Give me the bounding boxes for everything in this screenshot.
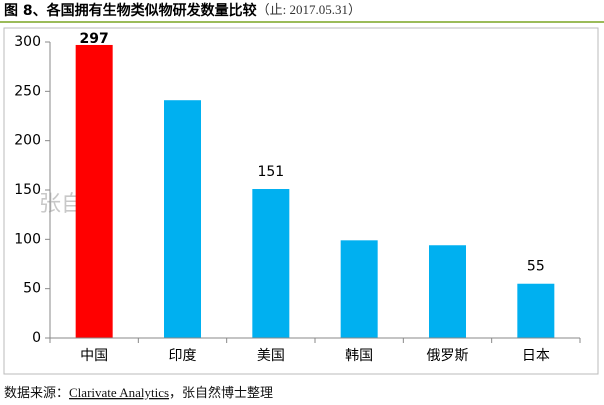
x-tick-label: 韩国 [345,348,373,364]
bar [252,189,290,338]
source-prefix: 数据来源： [4,385,69,400]
bar [75,44,113,339]
y-tick-label: 200 [14,133,41,149]
title-note: （止: 2017.05.31） [257,2,361,17]
x-tick-label: 俄罗斯 [427,348,469,364]
y-tick-label: 150 [14,182,41,198]
x-tick-label: 日本 [522,348,550,364]
y-tick-label: 250 [14,83,41,99]
source-suffix: ，张自然博士整理 [169,385,273,400]
x-tick-label: 美国 [257,348,285,364]
source-link: Clarivate Analytics [69,385,169,400]
y-tick-label: 100 [14,231,41,247]
data-label: 297 [80,31,109,47]
y-tick-label: 50 [23,281,41,297]
source-note: 数据来源：Clarivate Analytics，张自然博士整理 [4,385,273,400]
bar [517,283,555,338]
title-main: 图 8、各国拥有生物类似物研发数量比较 [4,2,257,19]
x-tick-label: 中国 [80,348,108,364]
y-tick-label: 300 [14,34,41,50]
bar [340,240,378,338]
chart-frame [3,27,599,375]
y-tick-label: 0 [32,330,41,346]
x-tick-label: 印度 [169,348,197,364]
bar [164,100,201,338]
data-label: 55 [527,259,545,275]
bar [429,245,466,338]
data-label: 151 [257,164,284,180]
chart-title: 图 8、各国拥有生物类似物研发数量比较（止: 2017.05.31） [4,2,361,19]
